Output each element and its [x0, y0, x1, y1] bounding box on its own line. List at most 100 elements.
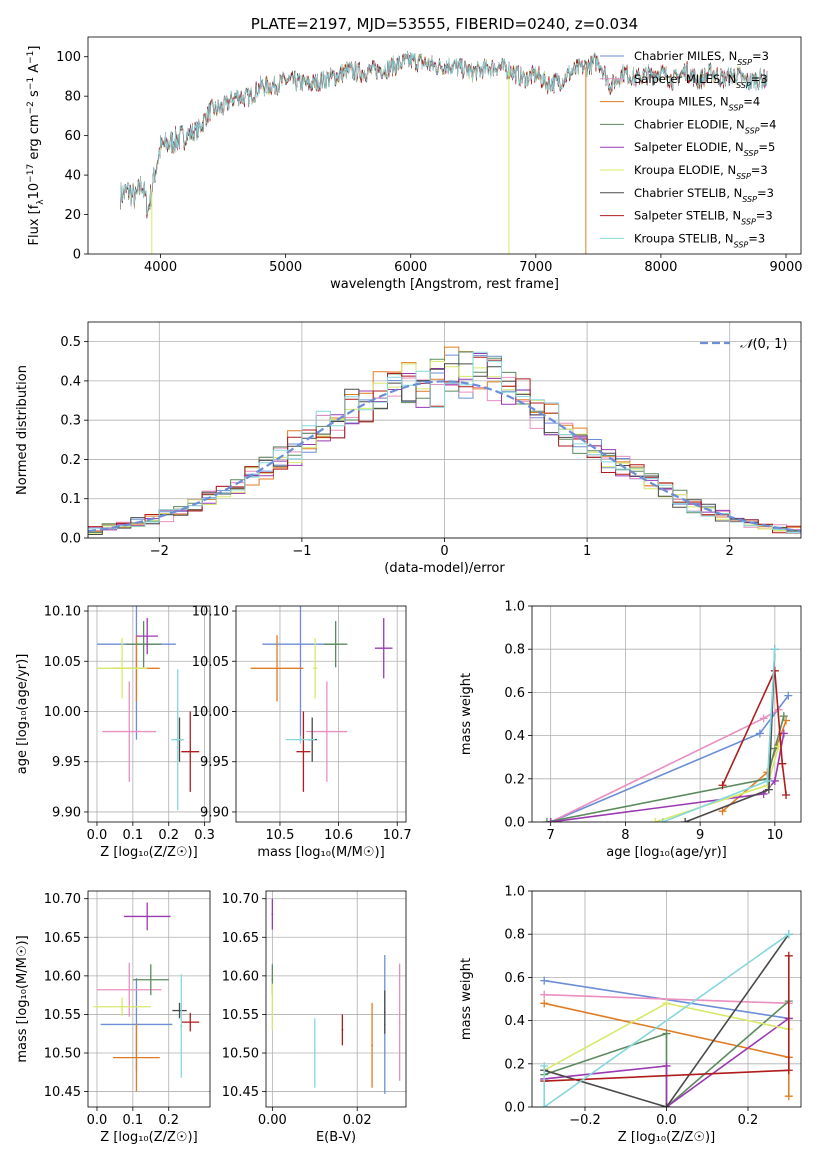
legend-n-sub: SSP [741, 217, 756, 226]
y-tick-label: 10.05 [192, 655, 229, 670]
axis-frame [87, 890, 211, 1108]
legend-n-sub: SSP [744, 149, 759, 158]
y-axis-label: mass [log₁₀(M/M☉)] [15, 935, 30, 1062]
x-tick-label: 10.7 [383, 828, 412, 843]
legend-n-value: =3 [751, 163, 768, 177]
weight-marker [779, 712, 788, 721]
axes-spectrum: 4000 5000 6000 7000 8000 9000 0 20 40 60 80 100 wave… [56, 36, 803, 292]
weight-line-salpeter-miles [544, 993, 789, 1005]
x-tick-label: 0.02 [343, 1113, 372, 1128]
y-axis-label-part: ] [27, 46, 42, 51]
weight-marker [662, 1029, 671, 1038]
weight-marker [770, 776, 779, 785]
axes-weight-vs-age: 7 8 9 10 0.0 0.2 0.4 0.6 0.8 1.0 age [log₁₀(age/yr… [459, 600, 802, 860]
x-tick-label: 4000 [144, 260, 177, 275]
legend-n-value: =3 [757, 186, 774, 200]
x-tick-label: 8 [621, 828, 629, 843]
legend-name: Chabrier STELIB, N [634, 186, 742, 200]
weight-marker [784, 930, 793, 939]
weight-marker [784, 691, 793, 700]
weight-marker [764, 785, 773, 794]
chart-title: PLATE=2197, MJD=53555, FIBERID=0240, z=0… [251, 15, 638, 33]
x-tick-label: 0.1 [123, 1113, 144, 1128]
y-axis-label-part: −1 [26, 51, 36, 64]
x-tick-label: 9 [696, 828, 704, 843]
weight-marker [662, 999, 671, 1008]
y-axis-label-part: s [27, 90, 42, 101]
y-tick-label: 10.60 [222, 969, 259, 984]
weight-marker [546, 818, 555, 822]
weight-marker [784, 1066, 793, 1075]
legend-label: Chabrier ELODIE, NSSP=4 [634, 117, 776, 135]
legend-n-value: =4 [743, 95, 760, 109]
y-tick-label: 10.70 [222, 892, 259, 907]
x-tick-label: 0.2 [158, 1113, 179, 1128]
weight-marker [763, 776, 772, 785]
y-axis-label-part: Flux [f [27, 204, 42, 245]
y-axis-label-part: −2 [26, 101, 36, 114]
axes-mass-vs-ebv: 0.00 0.02 10.45 10.50 10.55 10.60 10.65 10.70 E(… [222, 890, 407, 1145]
histogram-kroupa-stelib [88, 351, 801, 538]
weight-marker [662, 1061, 671, 1070]
weight-marker [779, 729, 788, 738]
y-axis-label-part: A [27, 64, 42, 77]
x-axis-label: (data-model)/error [384, 561, 505, 576]
weight-line-salpeter-elodie [544, 1017, 790, 1107]
legend-n-value: =5 [758, 140, 775, 154]
x-tick-label: 0.00 [258, 1113, 287, 1128]
weight-marker [770, 666, 779, 675]
x-axis-label: age [log₁₀(age/yr)] [606, 845, 727, 860]
y-tick-label: 0.6 [504, 971, 525, 986]
legend-n-sub: SSP [736, 80, 751, 89]
axis-frame [87, 605, 211, 823]
weight-line-chabrier-stelib [543, 933, 790, 1107]
axis-frame [87, 321, 802, 539]
axes-mass-vs-Z: 0.0 0.1 0.2 10.45 10.50 10.55 10.60 10.65 10.70 Z… [15, 890, 211, 1145]
y-tick-label: 9.95 [52, 755, 81, 770]
y-axis-label-part: erg cm [27, 114, 42, 163]
legend-label: Kroupa STELIB, NSSP=3 [634, 231, 765, 249]
y-tick-label: 10.00 [192, 705, 229, 720]
plot-area [120, 50, 768, 254]
legend-n-value: =3 [756, 209, 773, 223]
grid [532, 605, 801, 823]
legend-label: 𝒩(0, 1) [740, 337, 787, 352]
legend-label: Kroupa ELODIE, NSSP=3 [634, 163, 768, 181]
y-tick-label: 0.1 [60, 492, 81, 507]
grid [88, 606, 210, 822]
weight-marker [718, 807, 727, 816]
x-tick-label: 9000 [769, 260, 802, 275]
x-axis-label: wavelength [Angstrom, rest frame] [330, 277, 559, 292]
spectrum-line-kroupa-stelib [120, 51, 768, 215]
x-axis-label: mass [log₁₀(M/M☉)] [257, 845, 384, 860]
weight-marker [651, 818, 660, 822]
weight-marker [658, 818, 667, 822]
legend-label: Salpeter MILES, NSSP=3 [634, 72, 768, 90]
weight-marker [542, 818, 551, 822]
y-tick-label: 0.5 [60, 335, 81, 350]
x-tick-label: 7 [547, 828, 555, 843]
y-tick-label: 0.2 [504, 772, 525, 787]
plot-area [250, 606, 393, 792]
y-axis-label: age [log₁₀(age/yr)] [15, 654, 30, 775]
plot-area [93, 902, 200, 1092]
legend-label: Kroupa MILES, NSSP=4 [634, 95, 760, 113]
plot-area [88, 346, 801, 538]
x-tick-label: −2 [150, 544, 169, 559]
x-tick-label: 0.0 [656, 1113, 677, 1128]
x-tick-label: 8000 [644, 260, 677, 275]
axis-frame [235, 605, 407, 823]
y-tick-label: 40 [64, 169, 81, 184]
y-tick-label: 10.70 [44, 892, 81, 907]
legend-name: Salpeter MILES, N [634, 72, 736, 86]
legend-n-sub: SSP [745, 126, 760, 135]
weight-marker [778, 759, 787, 768]
legend-name: Kroupa ELODIE, N [634, 163, 736, 177]
y-tick-label: 0.3 [60, 414, 81, 429]
weight-line-kroupa-stelib [543, 933, 790, 1107]
legend-name: Salpeter STELIB, N [634, 209, 741, 223]
y-axis-label: mass weight [459, 673, 474, 755]
y-tick-label: 9.90 [200, 805, 229, 820]
y-tick-label: 10.05 [44, 655, 81, 670]
y-axis-label-part: −1 [26, 77, 36, 90]
